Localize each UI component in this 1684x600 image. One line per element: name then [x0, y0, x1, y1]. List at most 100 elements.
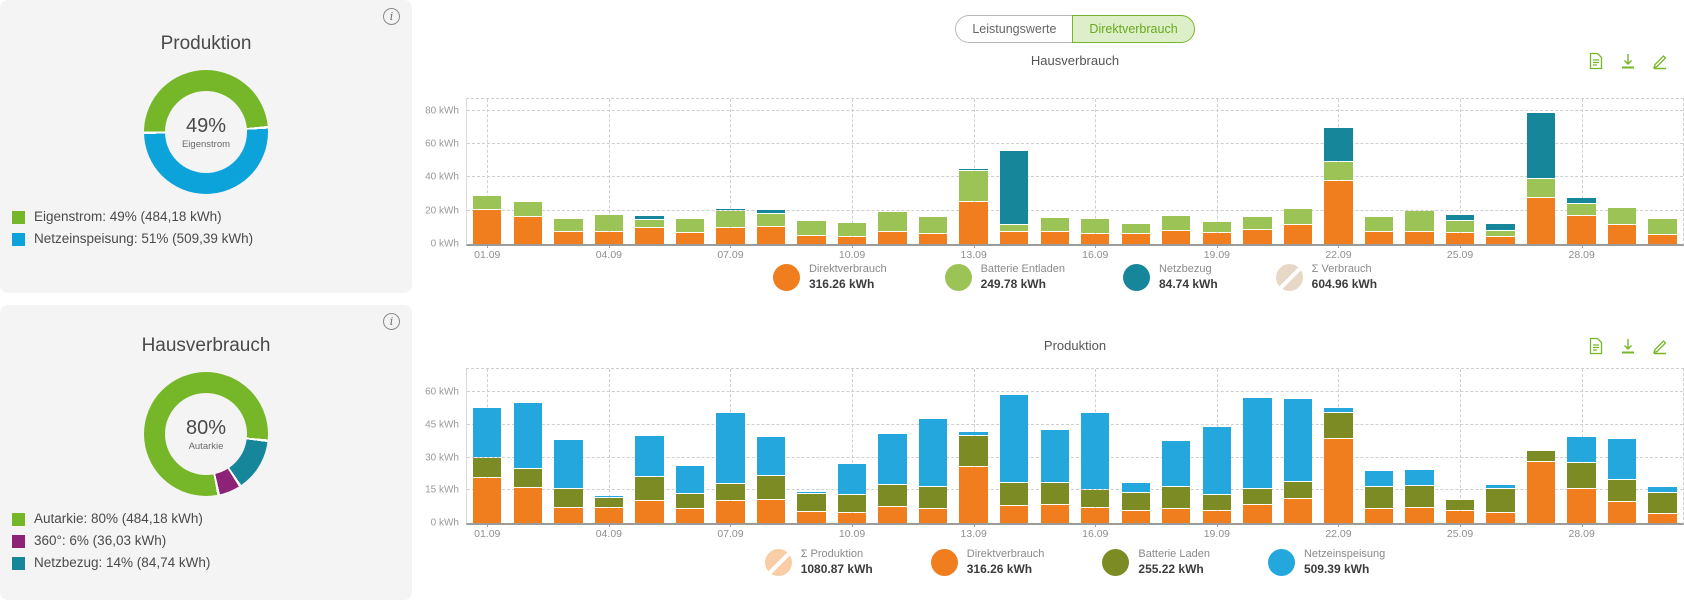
bar-segment-direktverbrauch[interactable] [1081, 507, 1110, 523]
day-column[interactable] [1440, 369, 1481, 523]
bar-segment-batterie-laden[interactable] [1283, 481, 1313, 498]
day-column[interactable] [1521, 99, 1562, 244]
day-column[interactable] [1480, 99, 1521, 244]
bar-segment-batterie-laden[interactable] [1486, 489, 1515, 513]
day-column[interactable] [791, 369, 832, 523]
day-column[interactable] [589, 99, 630, 244]
info-icon[interactable]: i [383, 8, 400, 25]
bar-segment-direktverbrauch[interactable] [554, 507, 583, 523]
day-column[interactable] [913, 99, 954, 244]
legend-item-batterie-entladen[interactable]: Batterie Entladen 249.78 kWh [944, 263, 1065, 292]
bar-segment-batterie-laden[interactable] [513, 468, 542, 488]
bar-segment-direktverbrauch[interactable] [1364, 508, 1394, 523]
bar-segment-direktverbrauch[interactable] [999, 231, 1029, 244]
report-icon[interactable] [1586, 336, 1606, 356]
bar-segment-batterie-laden[interactable] [797, 493, 826, 512]
day-column[interactable] [548, 369, 589, 523]
bar-segment-netzeinspeisung[interactable] [1162, 441, 1191, 487]
bar-segment-netzbezug[interactable] [756, 210, 786, 213]
legend-item-direktverbrauch[interactable]: Direktverbrauch 316.26 kWh [930, 548, 1044, 577]
bar-segment-batterie-entladen[interactable] [1081, 218, 1110, 233]
day-column[interactable] [1237, 99, 1278, 244]
bar-segment-batterie-entladen[interactable] [756, 213, 786, 227]
bar-segment-direktverbrauch[interactable] [959, 202, 988, 244]
bar-segment-batterie-laden[interactable] [1202, 494, 1231, 510]
bar-segment-direktverbrauch[interactable] [1202, 233, 1231, 244]
day-column[interactable] [1480, 369, 1521, 523]
bar-segment-direktverbrauch[interactable] [756, 500, 786, 523]
bar-segment-batterie-entladen[interactable] [797, 221, 826, 235]
bar-segment-batterie-entladen[interactable] [999, 224, 1029, 231]
bar-segment-batterie-laden[interactable] [918, 487, 948, 508]
bar-segment-netzbezug[interactable] [1567, 197, 1596, 203]
bar-segment-batterie-entladen[interactable] [1486, 230, 1515, 236]
bar-segment-batterie-entladen[interactable] [1445, 220, 1475, 233]
bar-segment-batterie-entladen[interactable] [1243, 217, 1272, 229]
bar-segment-direktverbrauch[interactable] [756, 227, 786, 244]
bar-segment-netzbezug[interactable] [635, 216, 664, 219]
day-column[interactable] [872, 369, 913, 523]
day-column[interactable] [1075, 369, 1116, 523]
day-column[interactable] [1561, 99, 1602, 244]
day-column[interactable] [1318, 99, 1359, 244]
bar-segment-direktverbrauch[interactable] [918, 508, 948, 523]
bar-segment-direktverbrauch[interactable] [513, 217, 542, 244]
day-column[interactable] [832, 369, 873, 523]
bar-segment-batterie-entladen[interactable] [513, 202, 542, 217]
bar-segment-batterie-entladen[interactable] [1364, 217, 1394, 232]
bar-segment-netzeinspeisung[interactable] [1040, 429, 1069, 482]
bar-segment-batterie-laden[interactable] [473, 457, 502, 478]
bar-segment-direktverbrauch[interactable] [1445, 511, 1475, 523]
bar-segment-direktverbrauch[interactable] [1283, 499, 1313, 523]
bar-segment-batterie-entladen[interactable] [1283, 208, 1313, 224]
edit-icon[interactable] [1650, 336, 1670, 356]
bar-segment-direktverbrauch[interactable] [1648, 234, 1677, 244]
bar-segment-direktverbrauch[interactable] [594, 507, 624, 523]
bar-segment-direktverbrauch[interactable] [1243, 229, 1272, 244]
day-column[interactable] [1278, 99, 1319, 244]
day-column[interactable] [1399, 369, 1440, 523]
bar-segment-direktverbrauch[interactable] [878, 506, 907, 523]
bar-segment-batterie-entladen[interactable] [473, 196, 502, 209]
bar-segment-batterie-laden[interactable] [837, 494, 867, 513]
bar-segment-batterie-laden[interactable] [1607, 479, 1637, 502]
bar-segment-direktverbrauch[interactable] [594, 232, 624, 244]
bar-segment-netzbezug[interactable] [1445, 214, 1475, 220]
bar-segment-batterie-entladen[interactable] [1202, 222, 1231, 233]
day-column[interactable] [751, 369, 792, 523]
bar-segment-batterie-laden[interactable] [635, 477, 664, 501]
bar-segment-netzbezug[interactable] [716, 208, 745, 210]
bar-segment-direktverbrauch[interactable] [1648, 514, 1677, 523]
bar-segment-batterie-laden[interactable] [1648, 492, 1677, 514]
day-column[interactable] [1399, 99, 1440, 244]
legend-item-netzeinspeisung[interactable]: Netzeinspeisung 509.39 kWh [1267, 548, 1385, 577]
bar-segment-direktverbrauch[interactable] [716, 228, 745, 244]
bar-segment-direktverbrauch[interactable] [1162, 508, 1191, 523]
bar-segment-batterie-entladen[interactable] [837, 223, 867, 236]
bar-segment-batterie-entladen[interactable] [1121, 223, 1150, 233]
bar-segment-batterie-entladen[interactable] [675, 218, 705, 233]
bar-segment-netzeinspeisung[interactable] [594, 495, 624, 498]
day-column[interactable] [710, 99, 751, 244]
day-column[interactable] [629, 99, 670, 244]
bar-segment-direktverbrauch[interactable] [1405, 231, 1434, 244]
bar-segment-netzbezug[interactable] [1486, 223, 1515, 230]
bar-segment-batterie-laden[interactable] [1405, 486, 1434, 507]
bar-segment-direktverbrauch[interactable] [1486, 513, 1515, 523]
day-column[interactable] [832, 99, 873, 244]
day-column[interactable] [1359, 99, 1400, 244]
bar-segment-direktverbrauch[interactable] [1607, 502, 1637, 523]
bar-segment-netzeinspeisung[interactable] [554, 440, 583, 489]
day-column[interactable] [953, 369, 994, 523]
bar-segment-direktverbrauch[interactable] [1405, 507, 1434, 523]
bar-segment-batterie-laden[interactable] [594, 498, 624, 507]
day-column[interactable] [953, 99, 994, 244]
bar-segment-direktverbrauch[interactable] [1081, 234, 1110, 244]
day-column[interactable] [1116, 369, 1157, 523]
legend-item--verbrauch[interactable]: Σ Verbrauch 604.96 kWh [1275, 263, 1377, 292]
day-column[interactable] [872, 99, 913, 244]
bar-segment-batterie-laden[interactable] [554, 489, 583, 507]
bar-segment-direktverbrauch[interactable] [918, 234, 948, 244]
bar-segment-netzeinspeisung[interactable] [756, 437, 786, 476]
bar-segment-netzeinspeisung[interactable] [837, 464, 867, 494]
